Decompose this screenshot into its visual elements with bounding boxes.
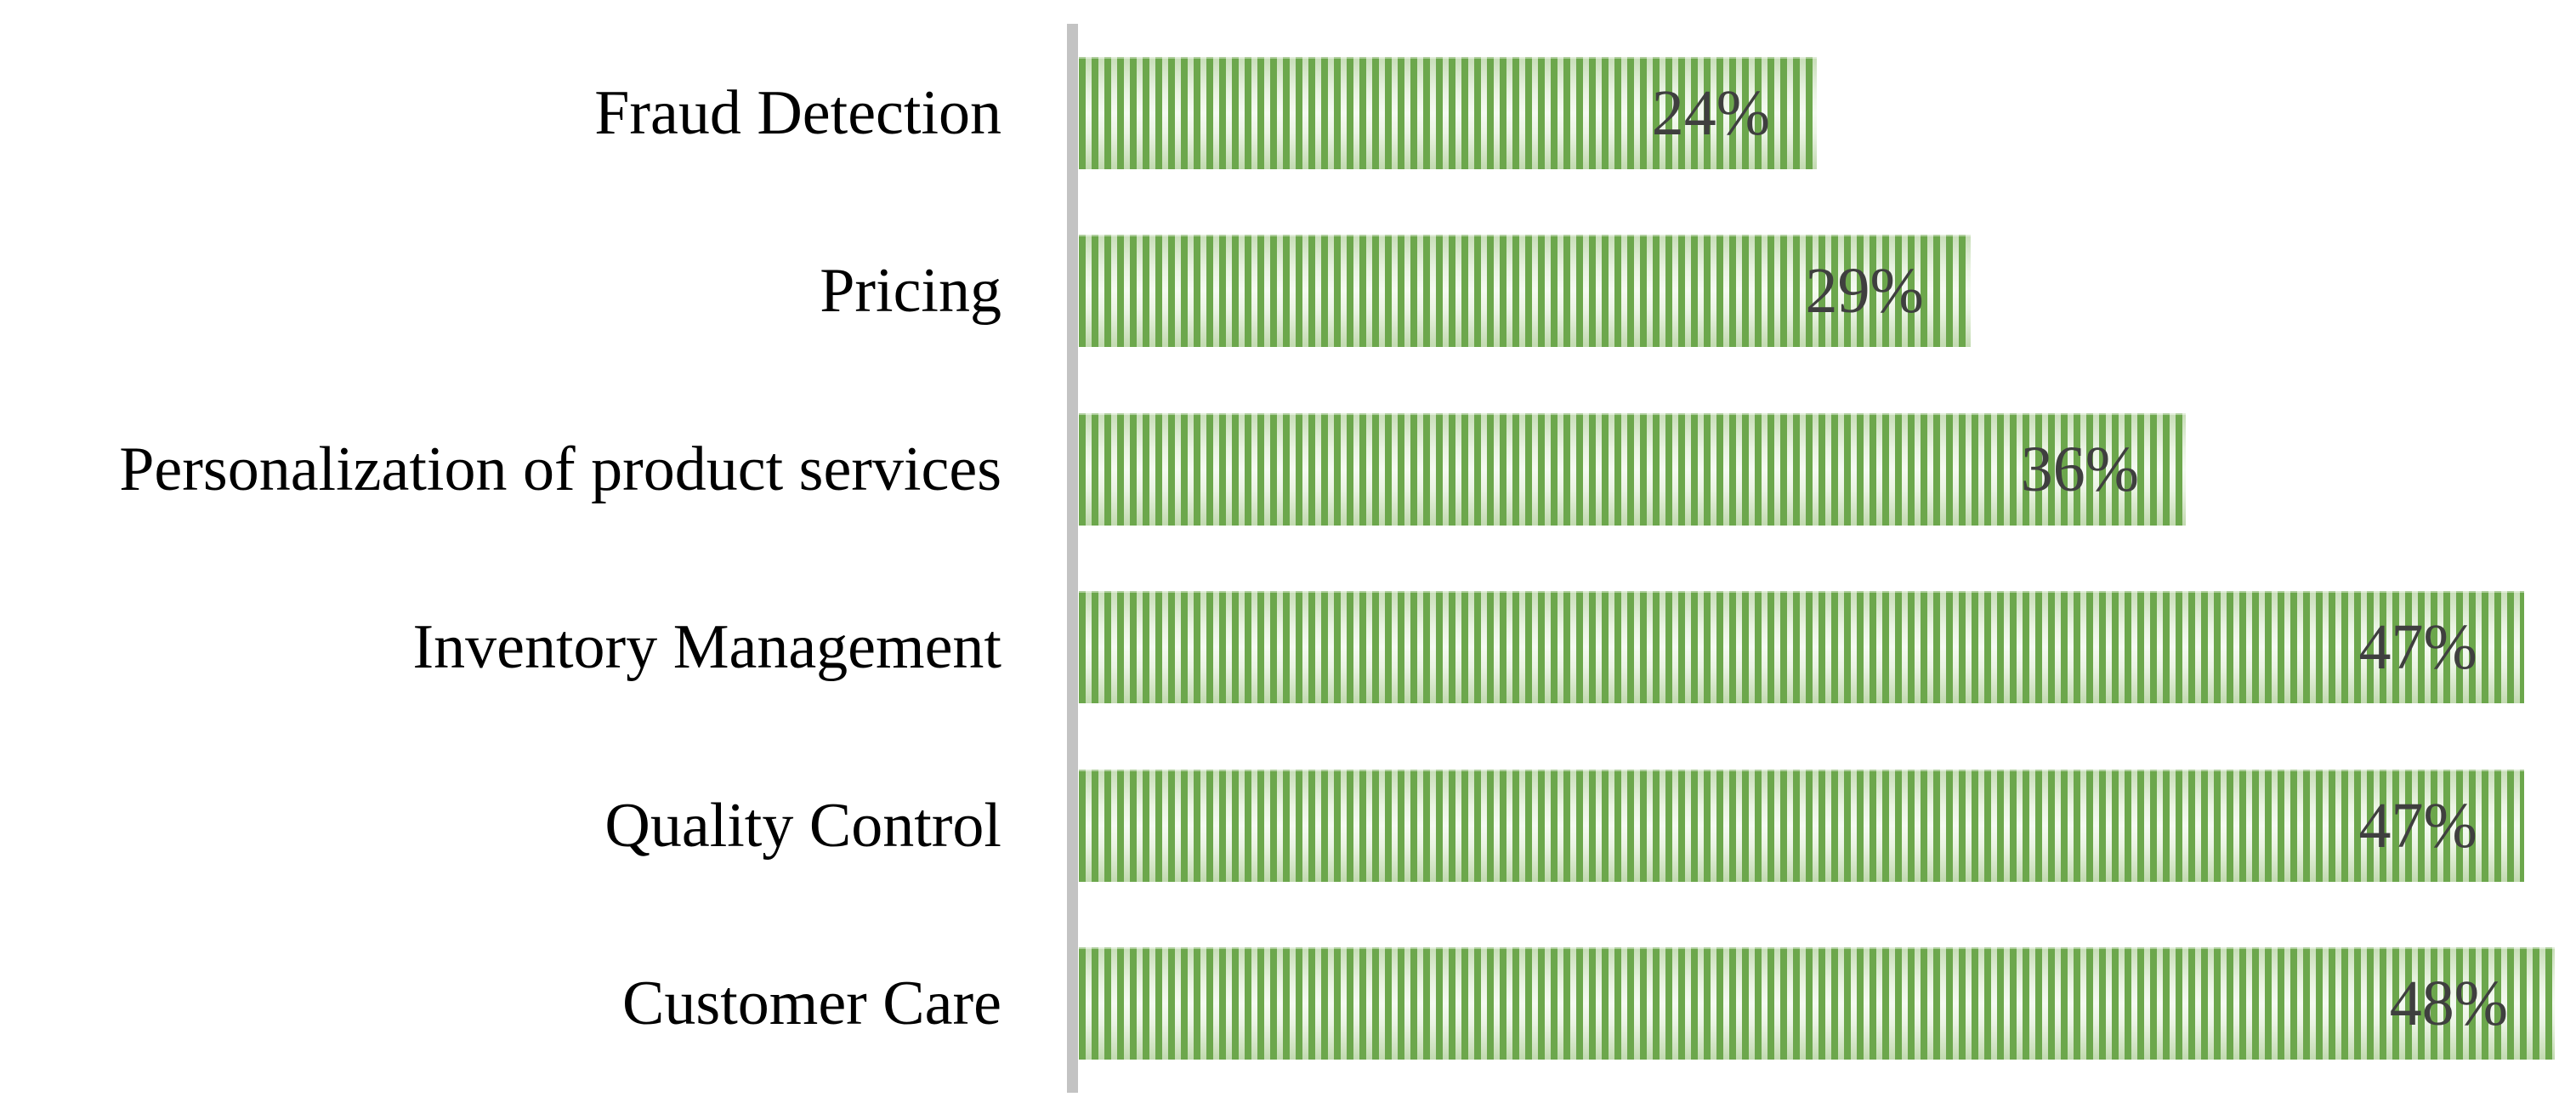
bar: 36% [1079,412,2186,526]
bar: 48% [1079,947,2555,1060]
bar: 24% [1079,56,1817,169]
value-label: 48% [2389,968,2508,1040]
value-label: 47% [2358,611,2477,684]
category-axis-line [1067,24,1078,1093]
category-label: Quality Control [604,790,1001,861]
value-label: 47% [2358,789,2477,861]
bar: 47% [1079,591,2524,704]
category-label: Inventory Management [412,612,1002,683]
value-label: 29% [1805,255,1924,327]
category-label: Fraud Detection [594,77,1001,148]
category-label: Customer Care [622,969,1001,1039]
category-label: Personalization of product services [119,434,1001,504]
bar: 47% [1079,769,2524,882]
bar: 29% [1079,235,1971,348]
value-label: 24% [1651,77,1770,149]
category-label: Pricing [820,256,1001,327]
value-label: 36% [2020,433,2139,505]
